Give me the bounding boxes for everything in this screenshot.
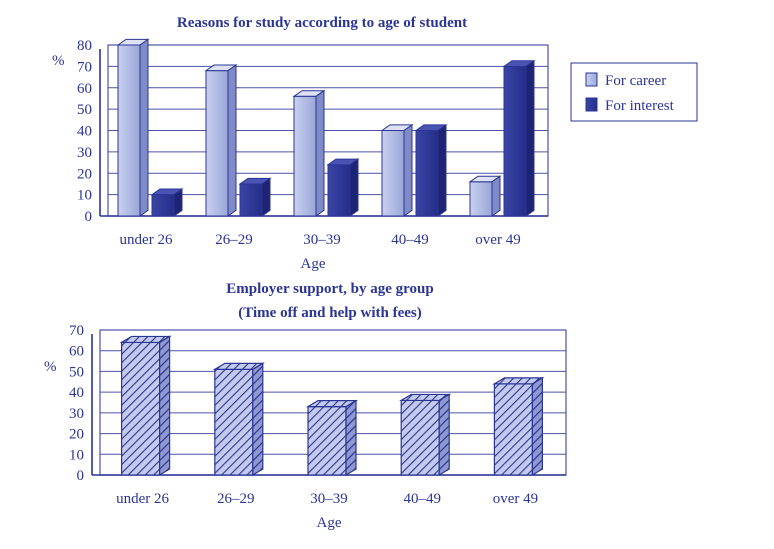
chart1-y-tick-label: 50 bbox=[77, 102, 92, 118]
chart2-x-ticks: under 26 26–29 30–39 40–49 over 49 bbox=[116, 491, 538, 507]
chart1-x-tick-label: over 49 bbox=[475, 232, 520, 248]
chart-reasons: Reasons for study according to age of st… bbox=[52, 15, 698, 272]
chart1-x-ticks: under 26 26–29 30–39 40–49 over 49 bbox=[120, 232, 521, 248]
chart1-y-tick-label: 20 bbox=[77, 166, 92, 182]
chart2-y-tick-label: 40 bbox=[69, 385, 84, 401]
chart2-bar bbox=[492, 376, 545, 477]
legend-swatch-career bbox=[585, 72, 598, 87]
chart1-y-tick-label: 40 bbox=[77, 124, 92, 140]
chart1-ylabel: % bbox=[52, 53, 65, 69]
chart2-xlabel: Age bbox=[317, 515, 342, 531]
chart1-x-tick-label: 26–29 bbox=[215, 232, 253, 248]
chart1-x-tick-label: under 26 bbox=[120, 232, 173, 248]
legend-label-interest: For interest bbox=[605, 98, 675, 114]
chart-employer-support: Employer support, by age group (Time off… bbox=[44, 281, 567, 531]
chart2-title: Employer support, by age group bbox=[226, 281, 433, 297]
chart1-bar bbox=[326, 158, 360, 217]
chart2-x-tick-label: under 26 bbox=[116, 491, 169, 507]
chart2-y-tick-label: 30 bbox=[69, 406, 84, 422]
chart1-x-tick-label: 30–39 bbox=[303, 232, 341, 248]
chart1-legend: For career For interest bbox=[570, 62, 698, 122]
chart2-y-tick-label: 20 bbox=[69, 427, 84, 443]
chart1-title: Reasons for study according to age of st… bbox=[177, 15, 467, 31]
chart1-bar bbox=[468, 175, 502, 217]
chart2-bars bbox=[119, 335, 545, 477]
chart2-bar bbox=[399, 393, 452, 477]
chart1-bar bbox=[380, 123, 414, 217]
chart2-x-tick-label: 30–39 bbox=[310, 491, 348, 507]
chart1-y-ticks: 0 10 20 30 40 50 60 70 80 bbox=[77, 38, 92, 225]
chart2-x-tick-label: 40–49 bbox=[403, 491, 441, 507]
chart1-bar bbox=[292, 89, 326, 217]
chart2-x-tick-label: over 49 bbox=[493, 491, 538, 507]
chart2-y-ticks: 0 10 20 30 40 50 60 70 bbox=[69, 323, 84, 484]
chart1-bar bbox=[150, 188, 184, 217]
chart1-x-tick-label: 40–49 bbox=[391, 232, 429, 248]
chart2-ylabel: % bbox=[44, 359, 57, 375]
chart1-y-tick-label: 60 bbox=[77, 81, 92, 97]
chart2-y-tick-label: 60 bbox=[69, 344, 84, 360]
chart2-y-tick-label: 50 bbox=[69, 364, 84, 380]
chart2-x-tick-label: 26–29 bbox=[217, 491, 255, 507]
chart1-bar bbox=[204, 64, 238, 217]
chart1-y-tick-label: 80 bbox=[77, 38, 92, 54]
chart2-bar bbox=[305, 399, 359, 477]
chart2-bar bbox=[119, 335, 172, 477]
chart2-y-tick-label: 10 bbox=[69, 447, 84, 463]
chart1-bar bbox=[238, 177, 272, 217]
chart2-y-tick-label: 70 bbox=[69, 323, 84, 339]
legend-swatch-interest bbox=[585, 97, 598, 112]
chart1-bar bbox=[116, 38, 150, 217]
chart1-bar bbox=[502, 59, 536, 217]
chart1-y-tick-label: 70 bbox=[77, 59, 92, 75]
chart2-y-tick-label: 0 bbox=[77, 468, 85, 484]
chart1-y-tick-label: 0 bbox=[85, 209, 93, 225]
legend-label-career: For career bbox=[605, 73, 666, 89]
chart1-xlabel: Age bbox=[301, 256, 326, 272]
chart1-y-tick-label: 30 bbox=[77, 145, 92, 161]
chart1-bars bbox=[116, 38, 536, 217]
chart2-subtitle: (Time off and help with fees) bbox=[238, 305, 421, 321]
chart1-bar bbox=[414, 123, 448, 217]
chart1-y-tick-label: 10 bbox=[77, 188, 92, 204]
chart2-bar bbox=[212, 362, 265, 477]
